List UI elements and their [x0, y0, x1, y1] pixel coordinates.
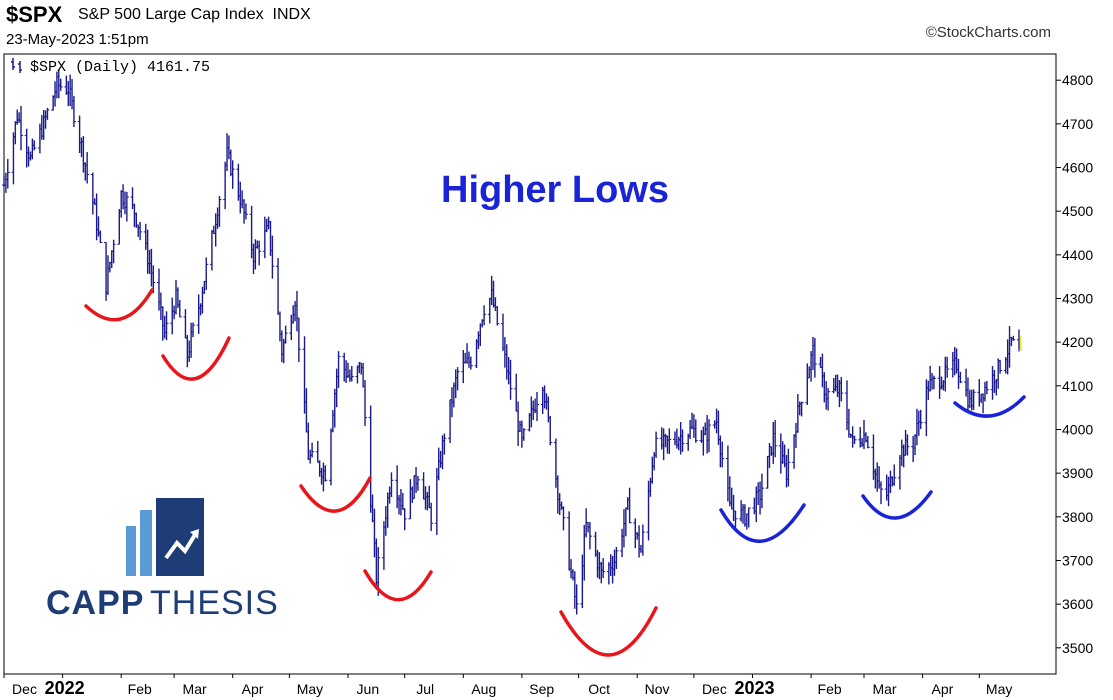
logo-bar-1	[126, 526, 136, 576]
index-name: S&P 500 Large Cap Index INDX	[78, 6, 311, 24]
capp-thesis-logo: CAPP THESIS	[46, 498, 279, 622]
x-tick-label: Jul	[416, 681, 434, 697]
x-tick-label: Mar	[872, 681, 896, 697]
logo-text-thesis: THESIS	[150, 584, 279, 622]
higher-low-arc	[953, 395, 1026, 418]
y-tick-label: 4100	[1062, 378, 1093, 394]
higher-low-arc	[861, 490, 933, 520]
x-tick-label: Apr	[242, 681, 264, 697]
higher-low-arc	[719, 503, 806, 543]
logo-chart-icon	[126, 498, 204, 576]
y-tick-label: 3900	[1062, 465, 1093, 481]
y-tick-label: 4300	[1062, 291, 1093, 307]
y-tick-label: 4700	[1062, 116, 1093, 132]
y-tick-label: 3800	[1062, 509, 1093, 525]
logo-arrow-line	[164, 531, 198, 560]
lower-low-arc	[161, 336, 231, 381]
y-tick-label: 3500	[1062, 640, 1093, 656]
x-tick-label: Nov	[645, 681, 670, 697]
chart-datetime: 23-May-2023 1:51pm	[6, 31, 149, 48]
logo-text-capp: CAPP	[46, 584, 144, 622]
legend-label: $SPX (Daily) 4161.75	[30, 59, 210, 76]
exchange-label: INDX	[272, 6, 311, 23]
x-tick-label: Sep	[529, 681, 554, 697]
lower-low-arc	[559, 606, 658, 657]
chart-legend: $SPX (Daily) 4161.75	[11, 58, 210, 76]
x-tick-label: May	[297, 681, 323, 697]
higher-lows-annotation: Higher Lows	[441, 169, 669, 211]
x-tick-label: Jun	[357, 681, 380, 697]
chart-header: $SPX S&P 500 Large Cap Index INDX 23-May…	[4, 0, 1109, 54]
logo-bar-2	[140, 510, 152, 576]
ticker-symbol: $SPX	[6, 2, 63, 27]
y-axis: 3500 3600 3700 3800 3900 4000 4100 4200 4300 4400…	[1056, 72, 1093, 656]
x-tick-label: May	[986, 681, 1012, 697]
x-tick-label: Aug	[471, 681, 496, 697]
x-tick-label: Mar	[183, 681, 207, 697]
plot-frame	[3, 53, 1057, 675]
x-tick-label: Feb	[818, 681, 842, 697]
index-full-name: S&P 500 Large Cap Index	[78, 6, 264, 23]
y-tick-label: 4200	[1062, 334, 1093, 350]
x-tick-label: 2022	[45, 678, 85, 698]
lower-low-arc	[84, 288, 154, 322]
logo-arrow-head	[190, 529, 199, 539]
x-tick-label: Oct	[588, 681, 610, 697]
y-tick-label: 4500	[1062, 203, 1093, 219]
price-bars	[2, 69, 1023, 615]
x-tick-label: 2023	[734, 678, 774, 698]
y-tick-label: 3600	[1062, 596, 1093, 612]
y-tick-label: 4000	[1062, 421, 1093, 437]
higher-lows-arcs	[84, 288, 1026, 657]
y-tick-label: 3700	[1062, 552, 1093, 568]
bar-chart-icon	[11, 58, 22, 73]
x-tick-label: Dec	[12, 681, 37, 697]
x-tick-label: Apr	[932, 681, 954, 697]
y-tick-label: 4600	[1062, 160, 1093, 176]
lower-low-arc	[363, 569, 433, 602]
lower-low-arc	[299, 476, 372, 513]
x-tick-label: Dec	[702, 681, 727, 697]
x-tick-label: Feb	[128, 681, 152, 697]
y-tick-label: 4800	[1062, 72, 1093, 88]
x-axis: Dec 2022 Feb Mar Apr May Jun Jul Aug Sep Oct Nov Dec…	[3, 674, 1012, 698]
stockcharts-credit: ©StockCharts.com	[925, 24, 1051, 41]
y-tick-label: 4400	[1062, 247, 1093, 263]
